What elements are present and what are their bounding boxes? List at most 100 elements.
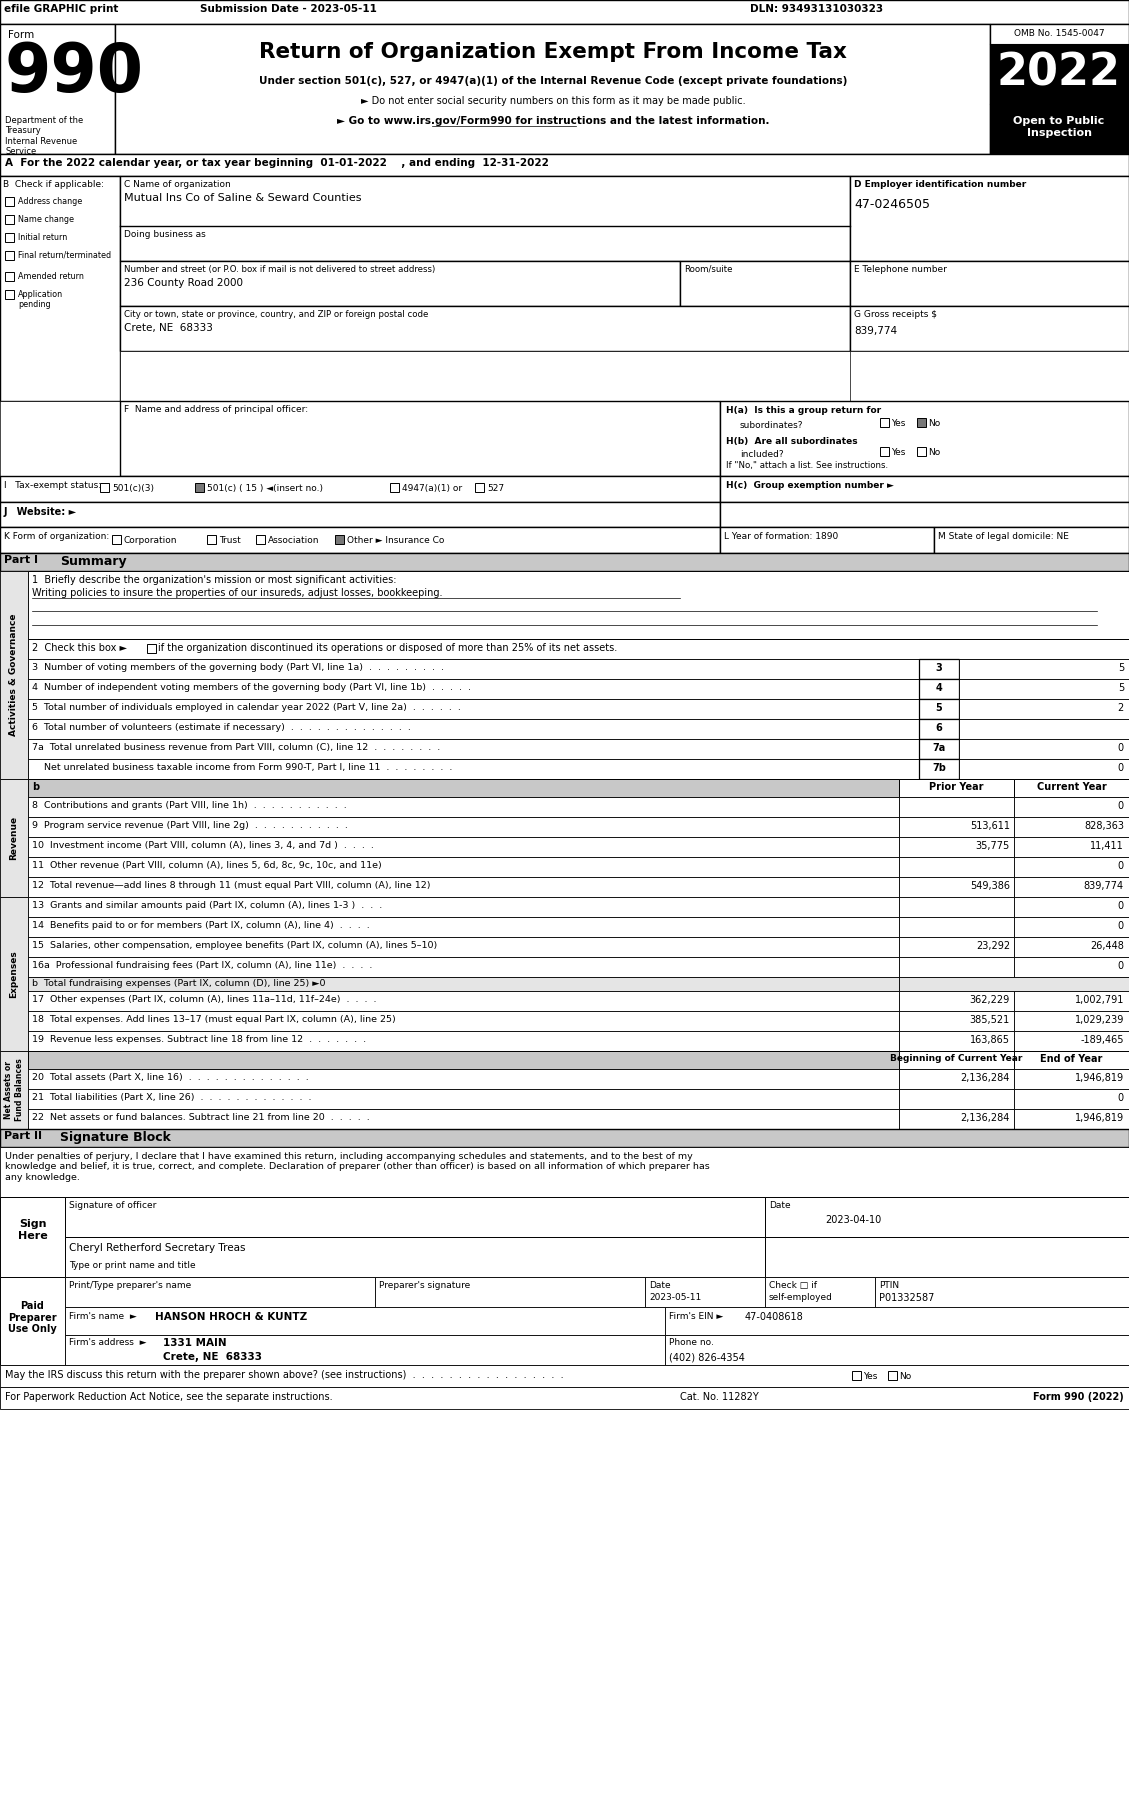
Text: 13  Grants and similar amounts paid (Part IX, column (A), lines 1-3 )  .  .  .: 13 Grants and similar amounts paid (Part… [32, 902, 383, 911]
Text: 14  Benefits paid to or for members (Part IX, column (A), line 4)  .  .  .  .: 14 Benefits paid to or for members (Part… [32, 922, 370, 931]
Bar [959, 758, 1129, 778]
Text: 828,363: 828,363 [1084, 822, 1124, 831]
Text: 6: 6 [936, 724, 943, 733]
Bar [475, 483, 484, 492]
Bar [28, 990, 899, 1010]
Text: Net Assets or
Fund Balances: Net Assets or Fund Balances [5, 1059, 24, 1121]
Bar [665, 1335, 1129, 1364]
Text: 385,521: 385,521 [970, 1016, 1010, 1025]
Bar [990, 103, 1129, 154]
Bar [899, 1010, 1014, 1030]
Text: Number and street (or P.O. box if mail is not delivered to street address): Number and street (or P.O. box if mail i… [124, 265, 436, 274]
Text: 527: 527 [487, 484, 505, 493]
Bar [899, 1068, 1014, 1088]
Bar [899, 1088, 1014, 1108]
Bar [919, 738, 959, 758]
Bar [959, 738, 1129, 758]
Text: 2,136,284: 2,136,284 [961, 1114, 1010, 1123]
Text: Association: Association [268, 535, 320, 544]
Text: Type or print name and title: Type or print name and title [69, 1261, 195, 1270]
Bar [115, 24, 990, 154]
Text: 47-0408618: 47-0408618 [745, 1312, 804, 1322]
Bar [5, 272, 14, 281]
Bar [0, 571, 28, 778]
Bar [919, 678, 959, 698]
Bar [1014, 856, 1129, 876]
Text: 26,448: 26,448 [1091, 941, 1124, 951]
Text: No: No [899, 1371, 911, 1380]
Text: 4  Number of independent voting members of the governing body (Part VI, line 1b): 4 Number of independent voting members o… [32, 684, 471, 691]
Text: H(c)  Group exemption number ►: H(c) Group exemption number ► [726, 481, 894, 490]
Bar [120, 261, 680, 307]
Bar [65, 1308, 665, 1335]
Text: If "No," attach a list. See instructions.: If "No," attach a list. See instructions… [726, 461, 889, 470]
Text: 7b: 7b [933, 764, 946, 773]
Text: Firm's name  ►: Firm's name ► [69, 1312, 137, 1321]
Bar [28, 938, 899, 958]
Text: Department of the
Treasury
Internal Revenue
Service: Department of the Treasury Internal Reve… [5, 116, 84, 156]
Text: 5: 5 [936, 704, 943, 713]
Text: 9  Program service revenue (Part VIII, line 2g)  .  .  .  .  .  .  .  .  .  .  .: 9 Program service revenue (Part VIII, li… [32, 822, 348, 831]
Bar [917, 446, 926, 455]
Text: 17  Other expenses (Part IX, column (A), lines 11a–11d, 11f–24e)  .  .  .  .: 17 Other expenses (Part IX, column (A), … [32, 996, 376, 1003]
Bar [207, 535, 216, 544]
Bar [5, 198, 14, 207]
Text: OMB No. 1545-0047: OMB No. 1545-0047 [1014, 29, 1104, 38]
Bar [919, 658, 959, 678]
Bar [899, 938, 1014, 958]
Text: Paid
Preparer
Use Only: Paid Preparer Use Only [8, 1301, 56, 1335]
Bar [65, 1277, 375, 1308]
Text: End of Year: End of Year [1040, 1054, 1103, 1065]
Text: Name change: Name change [18, 216, 75, 223]
Bar [0, 0, 1129, 24]
Bar [919, 698, 959, 718]
Bar [1014, 1088, 1129, 1108]
Text: 2022: 2022 [997, 53, 1121, 94]
Text: 549,386: 549,386 [970, 882, 1010, 891]
Bar [0, 1050, 28, 1128]
Text: 47-0246505: 47-0246505 [854, 198, 930, 210]
Bar [0, 176, 120, 401]
Bar [879, 417, 889, 426]
Bar [28, 816, 899, 836]
Bar [0, 475, 720, 502]
Bar [899, 958, 1014, 978]
Text: I   Tax-exempt status:: I Tax-exempt status: [5, 481, 102, 490]
Bar [375, 1277, 645, 1308]
Text: Signature Block: Signature Block [60, 1130, 170, 1145]
Bar [959, 658, 1129, 678]
Bar [1014, 990, 1129, 1010]
Bar [0, 1364, 1129, 1388]
Text: 22  Net assets or fund balances. Subtract line 21 from line 20  .  .  .  .  .: 22 Net assets or fund balances. Subtract… [32, 1114, 370, 1123]
Text: 20  Total assets (Part X, line 16)  .  .  .  .  .  .  .  .  .  .  .  .  .  .: 20 Total assets (Part X, line 16) . . . … [32, 1074, 308, 1081]
Bar [0, 778, 28, 896]
Text: Yes: Yes [863, 1371, 877, 1380]
Text: 1,002,791: 1,002,791 [1075, 996, 1124, 1005]
Bar [1014, 1108, 1129, 1128]
Text: M State of legal domicile: NE: M State of legal domicile: NE [938, 532, 1069, 541]
Text: Firm's address  ►: Firm's address ► [69, 1339, 147, 1348]
Bar [28, 978, 899, 990]
Text: Revenue: Revenue [9, 816, 18, 860]
Text: 0: 0 [1118, 1094, 1124, 1103]
Text: included?: included? [739, 450, 784, 459]
Bar [28, 876, 899, 896]
Bar [720, 401, 1129, 475]
Bar [0, 553, 1129, 571]
Bar [1014, 1010, 1129, 1030]
Bar [899, 876, 1014, 896]
Bar [917, 417, 926, 426]
Text: Return of Organization Exempt From Income Tax: Return of Organization Exempt From Incom… [259, 42, 847, 62]
Bar [645, 1277, 765, 1308]
Text: HANSON HROCH & KUNTZ: HANSON HROCH & KUNTZ [155, 1312, 307, 1322]
Bar [899, 816, 1014, 836]
Bar [28, 1030, 899, 1050]
Bar [919, 758, 959, 778]
Text: H(a)  Is this a group return for: H(a) Is this a group return for [726, 406, 881, 415]
Text: Yes: Yes [891, 448, 905, 457]
Text: H(b)  Are all subordinates: H(b) Are all subordinates [726, 437, 858, 446]
Text: Cheryl Retherford Secretary Treas: Cheryl Retherford Secretary Treas [69, 1243, 245, 1253]
Text: 513,611: 513,611 [970, 822, 1010, 831]
Bar [934, 528, 1129, 553]
Text: Cat. No. 11282Y: Cat. No. 11282Y [680, 1391, 759, 1402]
